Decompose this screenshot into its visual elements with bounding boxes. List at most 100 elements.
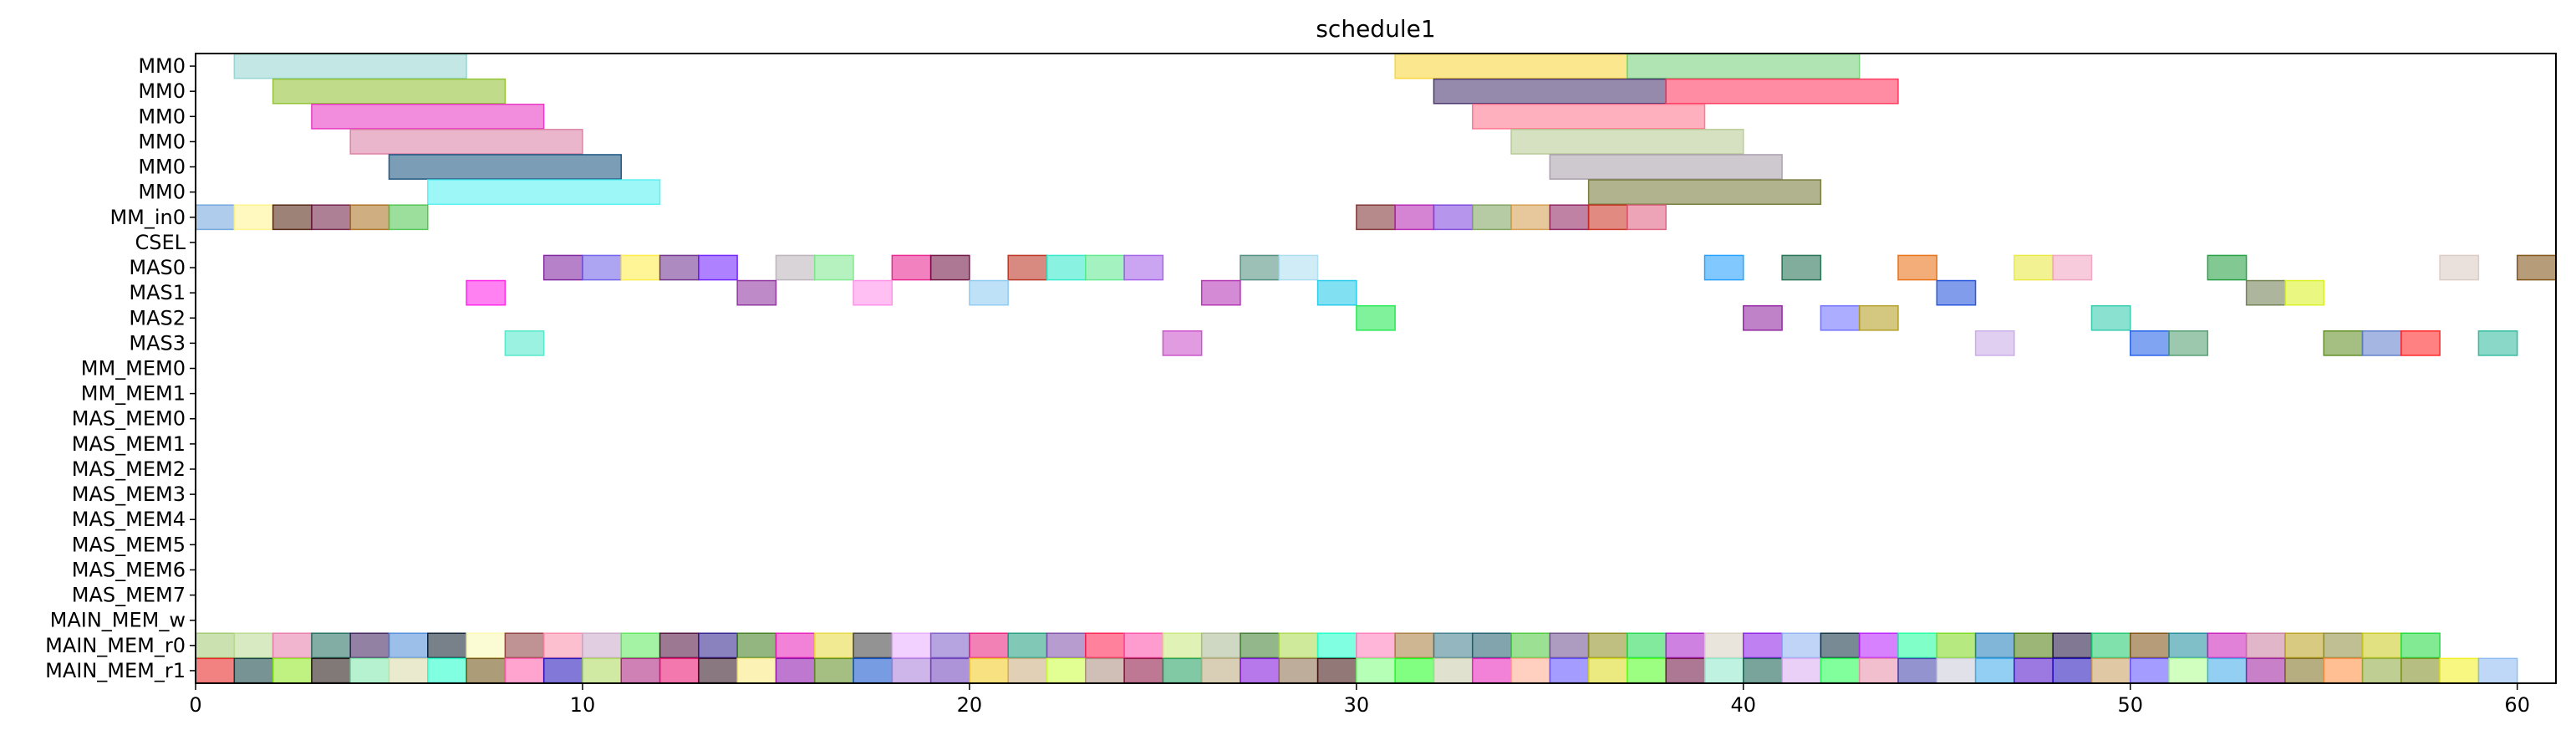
task-bar-mm_in0-32 <box>1433 204 1474 231</box>
task-bar-main_mem_r0-48 <box>2052 632 2093 659</box>
task-bar-mm0-4 <box>349 129 583 155</box>
task-bar-main_mem_r0-47 <box>2013 632 2054 659</box>
task-bar-mm_in0-34 <box>1510 204 1551 231</box>
task-bar-main_mem_r1-22 <box>1046 657 1087 684</box>
y-tick-label: CSEL <box>135 231 186 254</box>
x-tick-label: 20 <box>957 693 983 717</box>
task-bar-main_mem_r1-44 <box>1897 657 1938 684</box>
task-bar-mm0-2 <box>272 78 507 105</box>
task-bar-mas3-50 <box>2130 330 2170 356</box>
task-bar-mas0-44 <box>1897 254 1938 281</box>
task-bar-main_mem_r0-51 <box>2168 632 2209 659</box>
task-bar-main_mem_r0-10 <box>582 632 622 659</box>
task-bar-main_mem_r1-23 <box>1085 657 1125 684</box>
task-bar-main_mem_r1-11 <box>620 657 661 684</box>
task-bar-main_mem_r0-53 <box>2245 632 2286 659</box>
task-bar-mm_in0-2 <box>272 204 313 231</box>
x-axis: 0 10 20 30 40 50 60 <box>189 683 2530 717</box>
task-bar-mm_in0-30 <box>1356 204 1396 231</box>
y-tick-label: MAS_MEM5 <box>72 533 186 556</box>
task-bar-main_mem_r1-39 <box>1703 657 1744 684</box>
y-tick-label: MAIN_MEM_r0 <box>45 634 186 657</box>
task-bar-main_mem_r1-29 <box>1316 657 1357 684</box>
task-bar-main_mem_r1-6 <box>427 657 467 684</box>
task-bar-main_mem_r0-20 <box>969 632 1009 659</box>
task-bar-mm0-37 <box>1627 53 1861 79</box>
y-tick-label: MAS_MEM1 <box>72 432 186 456</box>
task-bar-mm0-36 <box>1587 179 1822 206</box>
task-bar-mm_in0-37 <box>1627 204 1667 231</box>
task-bar-main_mem_r1-18 <box>891 657 932 684</box>
task-bar-mm_in0-35 <box>1549 204 1590 231</box>
task-bar-main_mem_r0-0 <box>195 632 236 659</box>
task-bar-main_mem_r0-4 <box>349 632 390 659</box>
task-bar-main_mem_r1-59 <box>2477 657 2518 684</box>
task-bar-mm_in0-3 <box>311 204 351 231</box>
task-bar-mas0-27 <box>1240 254 1280 281</box>
task-bar-main_mem_r0-5 <box>388 632 429 659</box>
task-bar-mm_in0-1 <box>233 204 274 231</box>
task-bar-mas3-8 <box>504 330 545 356</box>
task-bar-main_mem_r0-56 <box>2361 632 2402 659</box>
task-bar-main_mem_r1-17 <box>853 657 893 684</box>
task-bar-mas1-53 <box>2245 279 2286 306</box>
task-bar-main_mem_r1-8 <box>504 657 545 684</box>
task-bar-main_mem_r0-29 <box>1316 632 1357 659</box>
task-bar-mas1-29 <box>1316 279 1357 306</box>
task-bar-main_mem_r1-57 <box>2400 657 2441 684</box>
task-bar-main_mem_r0-17 <box>853 632 893 659</box>
task-bar-main_mem_r1-47 <box>2013 657 2054 684</box>
task-bar-main_mem_r0-36 <box>1587 632 1628 659</box>
task-bar-main_mem_r1-12 <box>659 657 700 684</box>
task-bar-mas3-51 <box>2168 330 2209 356</box>
task-bar-main_mem_r1-20 <box>969 657 1009 684</box>
task-bar-mm0-31 <box>1394 53 1628 79</box>
task-bar-main_mem_r0-27 <box>1240 632 1280 659</box>
task-bar-main_mem_r1-24 <box>1123 657 1164 684</box>
task-bar-mas0-22 <box>1046 254 1087 281</box>
task-bar-main_mem_r1-9 <box>542 657 583 684</box>
task-bar-mm_in0-0 <box>195 204 236 231</box>
task-bar-main_mem_r1-56 <box>2361 657 2402 684</box>
task-bar-main_mem_r0-7 <box>466 632 507 659</box>
task-bar-mm0-38 <box>1665 78 1899 105</box>
task-bar-mas1-45 <box>1936 279 1977 306</box>
y-tick-label: MAS1 <box>129 281 186 304</box>
task-bar-mas1-7 <box>466 279 507 306</box>
task-bar-main_mem_r0-34 <box>1510 632 1551 659</box>
task-bar-mm0-6 <box>427 179 661 206</box>
task-bar-main_mem_r0-41 <box>1781 632 1822 659</box>
task-bar-main_mem_r0-55 <box>2323 632 2364 659</box>
x-tick-label: 50 <box>2117 693 2143 717</box>
task-bar-mas3-56 <box>2361 330 2402 356</box>
task-bar-mas0-60 <box>2516 254 2557 281</box>
task-bar-main_mem_r1-15 <box>775 657 816 684</box>
y-tick-label: MM0 <box>138 156 186 179</box>
task-bar-main_mem_r1-28 <box>1278 657 1319 684</box>
task-bar-mas0-58 <box>2439 254 2480 281</box>
task-bar-mas0-23 <box>1085 254 1125 281</box>
task-bar-main_mem_r0-23 <box>1085 632 1125 659</box>
task-bar-main_mem_r0-14 <box>736 632 777 659</box>
task-bar-mas0-28 <box>1278 254 1319 281</box>
task-bar-main_mem_r0-9 <box>542 632 583 659</box>
task-bar-main_mem_r0-13 <box>698 632 738 659</box>
task-bar-main_mem_r0-42 <box>1820 632 1861 659</box>
task-bar-mas3-46 <box>1974 330 2015 356</box>
task-bar-main_mem_r0-16 <box>813 632 854 659</box>
task-bar-main_mem_r1-1 <box>233 657 274 684</box>
task-bar-main_mem_r1-41 <box>1781 657 1822 684</box>
task-bar-main_mem_r0-32 <box>1433 632 1474 659</box>
y-axis: MM0MM0MM0MM0MM0MM0MM_in0CSELMAS0MAS1MAS2… <box>45 54 196 682</box>
task-bar-main_mem_r1-49 <box>2090 657 2131 684</box>
y-tick-label: MAS_MEM6 <box>72 558 186 581</box>
task-bar-mas2-42 <box>1820 304 1861 331</box>
task-bar-main_mem_r1-14 <box>736 657 777 684</box>
task-bar-main_mem_r1-4 <box>349 657 390 684</box>
task-bar-main_mem_r1-2 <box>272 657 313 684</box>
task-bar-mm_in0-36 <box>1587 204 1628 231</box>
task-bar-main_mem_r1-42 <box>1820 657 1861 684</box>
task-bar-main_mem_r1-46 <box>1974 657 2015 684</box>
